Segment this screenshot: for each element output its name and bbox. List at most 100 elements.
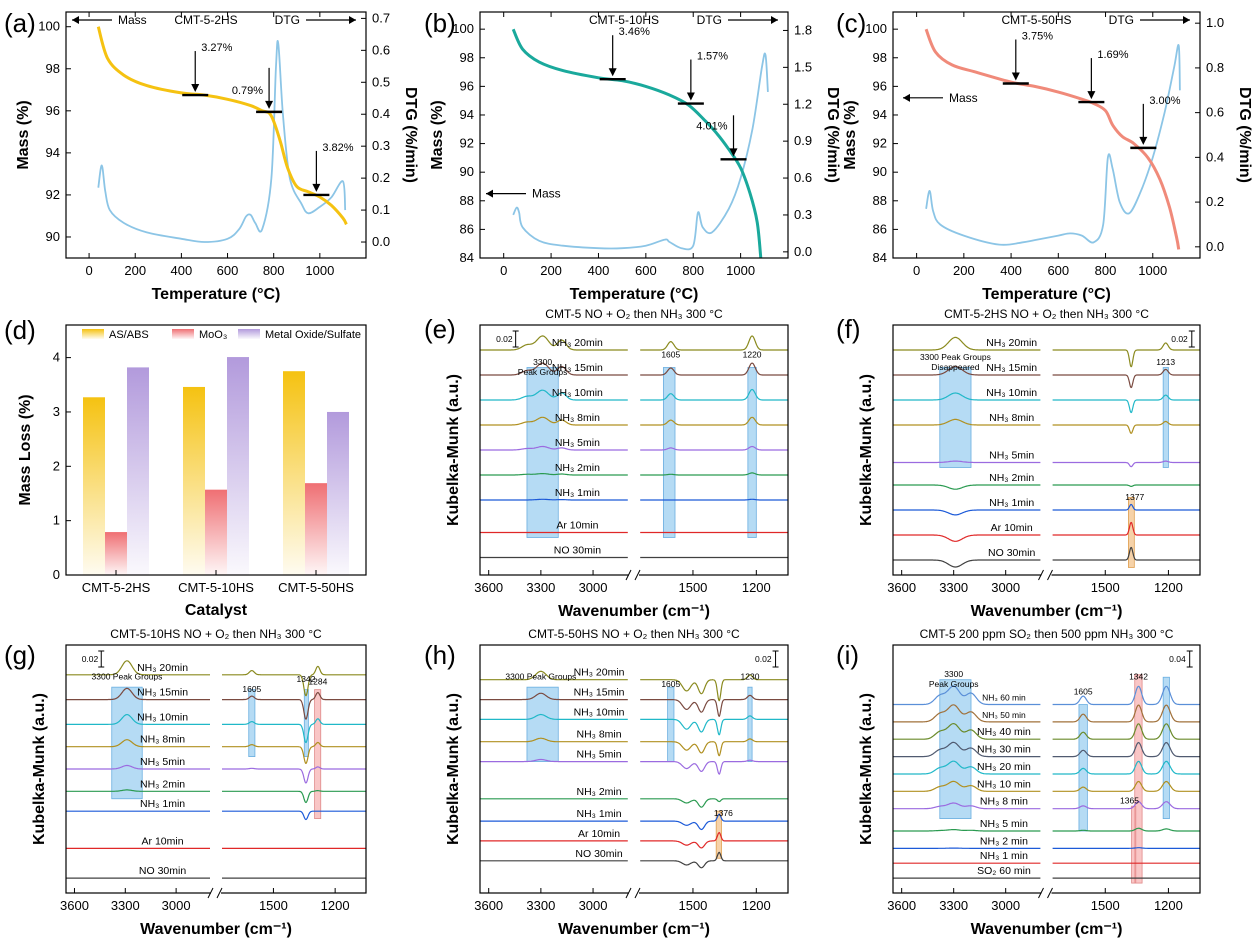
panel-b: 0 200 400 600 800 1000 84 86 88 90 92 94 96 98 100 0.0 0… bbox=[424, 8, 841, 303]
dtg-label: DTG bbox=[275, 13, 300, 27]
y-tick-label: 94 bbox=[46, 145, 60, 160]
curve-label: NH₃ 20min bbox=[574, 667, 625, 679]
y2-axis-label: DTG (%/min) bbox=[824, 87, 841, 183]
band-label: 1605 bbox=[1074, 687, 1093, 697]
curve-label: NH₃ 2 min bbox=[980, 835, 1028, 847]
y-tick-label: 100 bbox=[452, 21, 474, 36]
curve-label: NH₃ 5min bbox=[140, 756, 185, 768]
curve-label: Ar 10min bbox=[142, 835, 184, 847]
y-tick-label: 2 bbox=[53, 458, 60, 473]
spectrum-curve bbox=[480, 851, 788, 869]
curve-label: NH₃ 2min bbox=[576, 786, 621, 798]
band-label: 1284 bbox=[308, 677, 327, 687]
x-tick-label: 1500 bbox=[678, 580, 707, 595]
band-highlight bbox=[1134, 674, 1143, 884]
y-tick-label: 88 bbox=[873, 193, 887, 208]
curve-label: NH₃ 8min bbox=[989, 412, 1034, 424]
step-arrow-head bbox=[686, 92, 695, 101]
x-tick-label: 1000 bbox=[1138, 263, 1167, 278]
curve-label: NH₃ 15min bbox=[574, 687, 625, 699]
spectrum-curve bbox=[66, 687, 366, 720]
band-label: 3300 Peak Groups bbox=[505, 672, 576, 682]
curve-label: NH₃ 20 min bbox=[977, 761, 1031, 773]
y-tick-label: 86 bbox=[460, 221, 474, 236]
y-tick-label: 1 bbox=[53, 513, 60, 528]
curve-label: NH₃ 8min bbox=[140, 734, 185, 746]
step-arrow-head bbox=[1087, 91, 1096, 100]
x-tick-label: 1200 bbox=[742, 898, 771, 913]
x-tick-label: 1200 bbox=[1154, 898, 1183, 913]
y-axis-label: Kubelka-Munk (a.u.) bbox=[31, 693, 48, 845]
step-label: 3.27% bbox=[201, 42, 232, 54]
y-tick-label: 98 bbox=[460, 50, 474, 65]
axis-break-gap bbox=[629, 571, 639, 579]
y2-tick-label: 0.6 bbox=[794, 170, 812, 185]
x-tick-label: 600 bbox=[1047, 263, 1069, 278]
band-highlight bbox=[939, 367, 972, 468]
chart-title: CMT-5-50HS NO + O₂ then NH₃ 300 °C bbox=[528, 627, 740, 641]
y-tick-label: 3 bbox=[53, 404, 60, 419]
panel-c: 0 200 400 600 800 1000 84 86 88 90 92 94 96 98 100 0.0 0… bbox=[836, 8, 1253, 303]
y-tick-label: 90 bbox=[46, 229, 60, 244]
band-label: 1605 bbox=[661, 679, 680, 689]
y2-tick-label: 0.4 bbox=[372, 106, 390, 121]
curve-label: NH₃ 8min bbox=[555, 412, 600, 424]
band-label: 1605 bbox=[661, 350, 680, 360]
bar-metal-oxide-sulfate bbox=[227, 357, 249, 575]
band-label: 1342 bbox=[296, 674, 315, 684]
y-tick-label: 96 bbox=[460, 78, 474, 93]
y2-tick-label: 1.0 bbox=[1206, 15, 1224, 30]
step-label: 3.46% bbox=[619, 26, 650, 38]
spectrum-curve bbox=[892, 780, 1200, 792]
chart-title: CMT-5 200 ppm SO₂ then 500 ppm NH₃ 300 °… bbox=[920, 627, 1174, 641]
curve-label: Ar 10min bbox=[578, 828, 620, 840]
curve-label: NH₃ 60 min bbox=[982, 693, 1026, 703]
x-tick-label: 200 bbox=[124, 263, 146, 278]
mass-arrow-head bbox=[903, 93, 910, 102]
band-label: Peak Groups bbox=[929, 679, 979, 689]
spectrum-curve bbox=[893, 521, 1200, 542]
spectrum-curve bbox=[893, 847, 1200, 850]
y-axis-label: Kubelka-Munk (a.u.) bbox=[858, 374, 875, 526]
dtg-arrow-head bbox=[771, 16, 778, 24]
spectrum-curve bbox=[480, 388, 788, 401]
band-highlight bbox=[1162, 676, 1170, 819]
mass-curve bbox=[924, 28, 1181, 250]
spectrum-curve bbox=[480, 335, 788, 351]
y-tick-label: 92 bbox=[873, 136, 887, 151]
band-label: 1342 bbox=[1129, 672, 1148, 682]
axis-break-mark bbox=[216, 887, 223, 899]
x-axis-label: Temperature (°C) bbox=[152, 286, 281, 303]
y-tick-label: 100 bbox=[38, 19, 60, 34]
x-axis-label: Temperature (°C) bbox=[570, 286, 699, 303]
y2-tick-label: 0.3 bbox=[794, 207, 812, 222]
spectrum-curve bbox=[893, 336, 1200, 368]
band-label: 3300 Peak Groups bbox=[920, 352, 991, 362]
y2-tick-label: 1.8 bbox=[794, 22, 812, 37]
legend-label: AS/ABS bbox=[109, 329, 149, 341]
spectrum-curve bbox=[892, 460, 1200, 468]
mass-label: Mass bbox=[118, 13, 147, 27]
spectrum-curve bbox=[480, 831, 788, 849]
spectrum-curve bbox=[893, 392, 1200, 414]
spectrum-curve bbox=[65, 714, 366, 744]
spectrum-curve bbox=[479, 670, 788, 702]
legend-swatch bbox=[82, 329, 104, 339]
scale-label: 0.04 bbox=[1169, 654, 1186, 664]
step-label: 3.75% bbox=[1022, 31, 1053, 43]
panel-letter: (b) bbox=[424, 8, 456, 38]
legend-swatch bbox=[172, 329, 194, 339]
plot-frame bbox=[479, 644, 789, 894]
x-tick-label: 3600 bbox=[474, 898, 503, 913]
x-tick-label: 3600 bbox=[887, 898, 916, 913]
legend-label: Metal Oxide/Sulfate bbox=[265, 329, 361, 341]
y2-axis-label: DTG (%/min) bbox=[1236, 87, 1253, 183]
curve-label: NH₃ 10min bbox=[137, 711, 188, 723]
x-tick-label: 200 bbox=[953, 263, 975, 278]
curve-label: NH₃ 10 min bbox=[977, 778, 1031, 790]
bar-as-abs bbox=[183, 386, 205, 575]
x-tick-label: 1000 bbox=[305, 263, 334, 278]
band-highlight bbox=[747, 367, 757, 538]
y-axis-label: Kubelka-Munk (a.u.) bbox=[445, 693, 462, 845]
